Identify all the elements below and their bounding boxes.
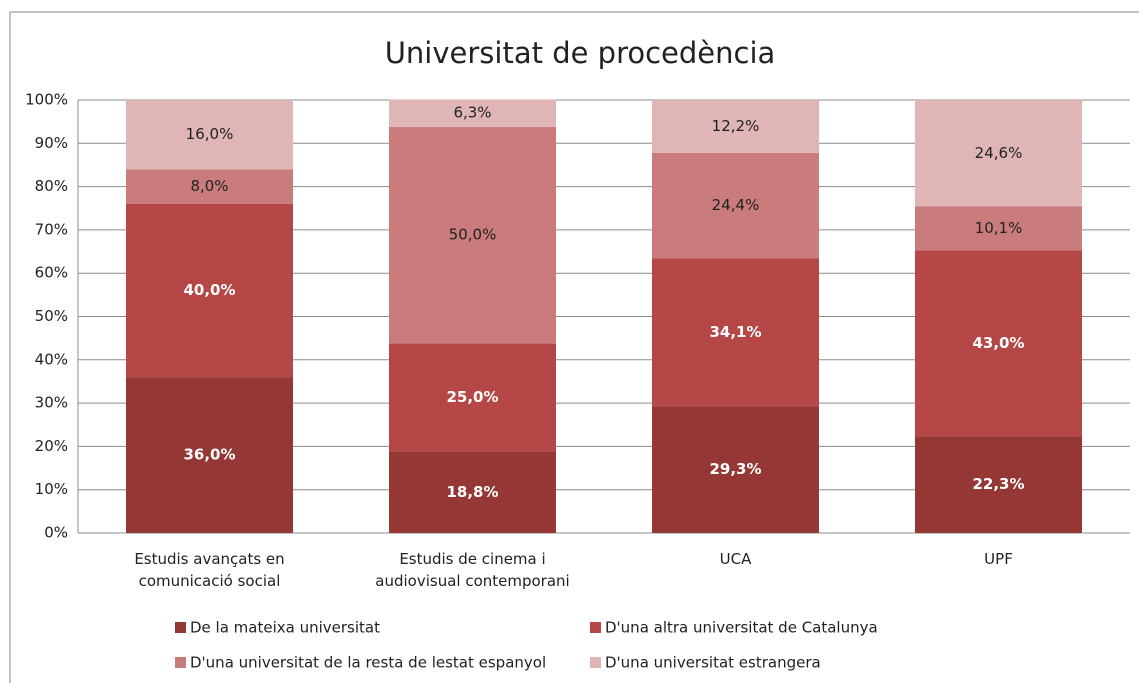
y-tick-label: 0% — [44, 524, 68, 542]
legend-label: De la mateixa universitat — [190, 619, 380, 637]
y-tick-label: 90% — [35, 134, 68, 152]
y-tick-label: 80% — [35, 177, 68, 195]
y-tick-label: 30% — [35, 394, 68, 412]
data-label: 18,8% — [446, 483, 498, 501]
data-label: 16,0% — [186, 125, 234, 143]
bar-segment — [126, 203, 293, 378]
x-tick-label: UCA — [719, 550, 752, 568]
bar-segment — [126, 100, 293, 170]
legend-swatch — [175, 657, 186, 668]
data-label: 24,4% — [712, 196, 760, 214]
data-label: 10,1% — [975, 219, 1023, 237]
y-tick-label: 60% — [35, 264, 68, 282]
data-label: 12,2% — [712, 117, 760, 135]
bar-segment — [389, 126, 556, 344]
chart-title: Universitat de procedència — [385, 36, 776, 70]
data-label: 43,0% — [972, 334, 1024, 352]
y-tick-label: 70% — [35, 220, 68, 238]
data-label: 6,3% — [453, 104, 491, 122]
bar-segment — [126, 169, 293, 204]
data-label: 8,0% — [190, 177, 228, 195]
bar-segment — [652, 100, 819, 153]
data-label: 34,1% — [709, 323, 761, 341]
bar-segment — [652, 406, 819, 533]
legend-label: D'una altra universitat de Catalunya — [605, 619, 878, 637]
legend-swatch — [590, 622, 601, 633]
legend-label: D'una universitat estrangera — [605, 654, 821, 672]
y-tick-label: 20% — [35, 437, 68, 455]
data-label: 50,0% — [449, 226, 497, 244]
bar-segment — [389, 99, 556, 127]
data-label: 36,0% — [183, 446, 235, 464]
legend-swatch — [590, 657, 601, 668]
bar-segment — [915, 206, 1082, 251]
data-label: 22,3% — [972, 475, 1024, 493]
data-label: 25,0% — [446, 388, 498, 406]
legend-label: D'una universitat de la resta de lestat … — [190, 654, 546, 672]
bar-segment — [915, 436, 1082, 533]
data-label: 29,3% — [709, 460, 761, 478]
legend-swatch — [175, 622, 186, 633]
bar-segment — [389, 343, 556, 452]
x-tick-label: Estudis avançats en comunicació social — [134, 550, 285, 590]
y-tick-label: 100% — [25, 91, 68, 109]
y-tick-label: 10% — [35, 480, 68, 498]
bar-segment — [915, 250, 1082, 437]
data-label: 24,6% — [975, 144, 1023, 162]
bar-segment — [652, 152, 819, 259]
bar-segment — [126, 377, 293, 533]
bar-segment — [389, 451, 556, 533]
data-label: 40,0% — [183, 281, 235, 299]
y-tick-label: 50% — [35, 307, 68, 325]
y-tick-label: 40% — [35, 350, 68, 368]
bar-segment — [652, 258, 819, 407]
x-tick-label: UPF — [984, 550, 1013, 568]
bar-segment — [915, 100, 1082, 207]
x-tick-label: Estudis de cinema i audiovisual contempo… — [375, 550, 570, 590]
